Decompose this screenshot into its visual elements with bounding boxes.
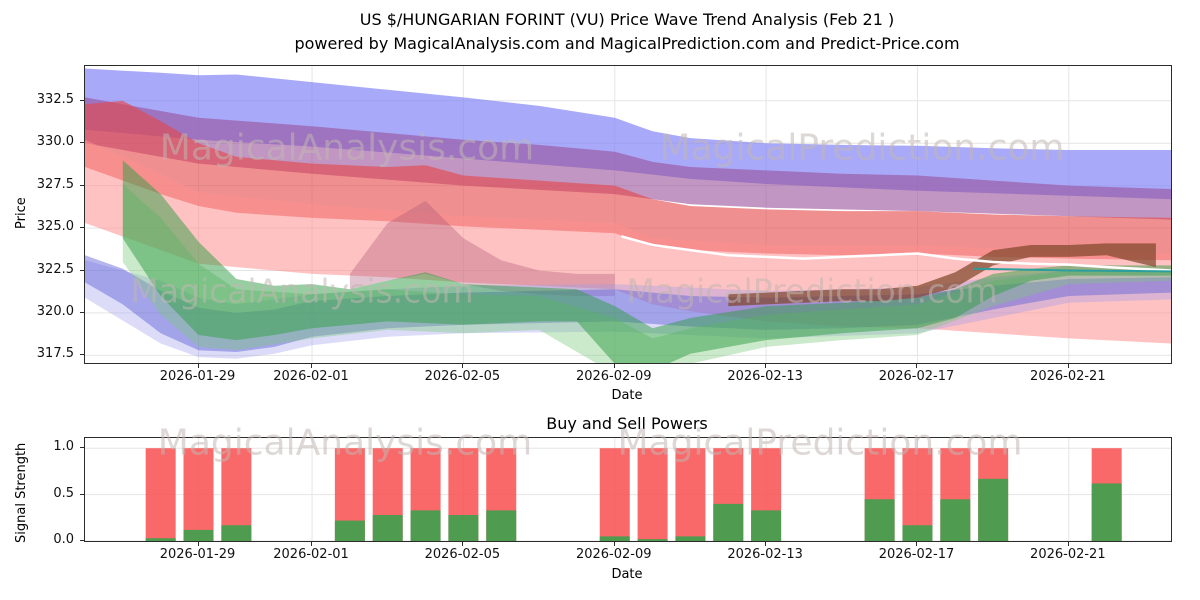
x-tick-mark	[462, 542, 464, 546]
buy-bar	[599, 536, 630, 541]
title-line-2: powered by MagicalAnalysis.com and Magic…	[294, 34, 960, 53]
buy-bar	[145, 538, 176, 541]
y-tick-mark	[80, 227, 84, 229]
sell-bar	[675, 448, 706, 541]
y-tick-mark	[80, 311, 84, 313]
buy-bar	[221, 525, 252, 541]
buy-bar	[940, 499, 971, 541]
sell-bar	[637, 448, 668, 541]
buy-bar	[675, 536, 706, 541]
buy-bar	[486, 510, 517, 541]
band-blue-low	[85, 255, 1171, 352]
x-tick-mark	[613, 364, 615, 368]
buy-bar	[410, 510, 441, 541]
x-tick-label: 2026-02-09	[575, 369, 652, 384]
y-tick-mark	[80, 493, 84, 495]
x-tick-mark	[916, 364, 918, 368]
price-plot-area	[84, 65, 1172, 364]
x-tick-label: 2026-02-13	[727, 369, 803, 384]
band-purple	[85, 97, 1171, 220]
buy-bar	[978, 478, 1009, 541]
y-tick-label: 317.5	[36, 346, 74, 362]
y-tick-label: 327.5	[36, 176, 74, 192]
x-tick-label: 2026-02-17	[878, 369, 955, 384]
buy-bar	[448, 515, 479, 541]
x-tick-label: 2026-02-01	[273, 369, 349, 384]
x-tick-mark	[765, 364, 767, 368]
band-brown	[728, 243, 1156, 307]
x-tick-mark	[311, 364, 313, 368]
x-tick-label: 2026-02-21	[1030, 369, 1106, 384]
x-tick-mark	[462, 364, 464, 368]
buy-bar	[637, 539, 668, 541]
y-tick-label: 322.5	[36, 261, 74, 277]
y-tick-mark	[80, 269, 84, 271]
x-tick-label: 2026-02-17	[878, 547, 955, 562]
signal-plot-area	[84, 437, 1172, 542]
y-tick-label: 0.5	[53, 485, 74, 501]
y-tick-mark	[80, 354, 84, 356]
sell-bar	[599, 448, 630, 541]
signal-chart-canvas	[85, 438, 1171, 541]
band-maroon-mid	[349, 200, 615, 296]
x-tick-label: 2026-01-29	[159, 547, 236, 562]
x-tick-label: 2026-02-13	[727, 547, 803, 562]
date-axis-label-bottom: Date	[611, 567, 643, 582]
x-tick-label: 2026-02-09	[575, 547, 652, 562]
x-tick-label: 2026-01-29	[159, 369, 236, 384]
x-tick-label: 2026-02-21	[1030, 547, 1106, 562]
buy-bar	[372, 515, 403, 541]
buy-bar	[751, 510, 782, 541]
x-tick-mark	[197, 542, 199, 546]
buy-bar	[864, 499, 895, 541]
y-tick-label: 325.0	[36, 219, 74, 235]
y-tick-mark	[80, 540, 84, 541]
x-tick-label: 2026-02-05	[424, 369, 501, 384]
y-tick-label: 0.0	[53, 532, 74, 547]
x-tick-mark	[765, 542, 767, 546]
y-tick-label: 332.5	[36, 91, 74, 107]
band-blue-low-light	[85, 260, 1171, 359]
x-tick-mark	[613, 542, 615, 546]
x-tick-mark	[1067, 364, 1069, 368]
y-tick-mark	[80, 184, 84, 186]
price-chart-canvas	[85, 66, 1171, 363]
x-tick-mark	[311, 542, 313, 546]
y-tick-label: 330.0	[36, 134, 74, 150]
y-tick-label: 1.0	[53, 439, 74, 455]
figure-title: US $/HUNGARIAN FORINT (VU) Price Wave Tr…	[84, 8, 1170, 56]
y-tick-label: 320.0	[36, 303, 74, 319]
y-tick-mark	[80, 142, 84, 144]
sell-bar	[145, 448, 176, 541]
x-tick-label: 2026-02-01	[273, 547, 349, 562]
buy-bar	[334, 520, 365, 541]
x-tick-mark	[197, 364, 199, 368]
x-tick-mark	[916, 542, 918, 546]
band-upper-blue	[85, 68, 1171, 200]
date-axis-label-top: Date	[611, 388, 643, 403]
y-tick-mark	[80, 447, 84, 449]
signal-chart-title: Buy and Sell Powers	[546, 414, 708, 433]
white-gap-line	[621, 235, 1171, 272]
y-tick-mark	[80, 99, 84, 101]
buy-bar	[1091, 483, 1122, 541]
band-red	[85, 100, 1171, 261]
buy-bar	[902, 525, 933, 541]
buy-bar	[183, 529, 214, 541]
band-green	[122, 160, 1171, 363]
x-tick-mark	[1067, 542, 1069, 546]
sell-bar	[183, 448, 214, 541]
x-tick-label: 2026-02-05	[424, 547, 501, 562]
title-line-1: US $/HUNGARIAN FORINT (VU) Price Wave Tr…	[359, 10, 895, 29]
teal-line	[973, 267, 1171, 273]
buy-bar	[713, 503, 744, 541]
